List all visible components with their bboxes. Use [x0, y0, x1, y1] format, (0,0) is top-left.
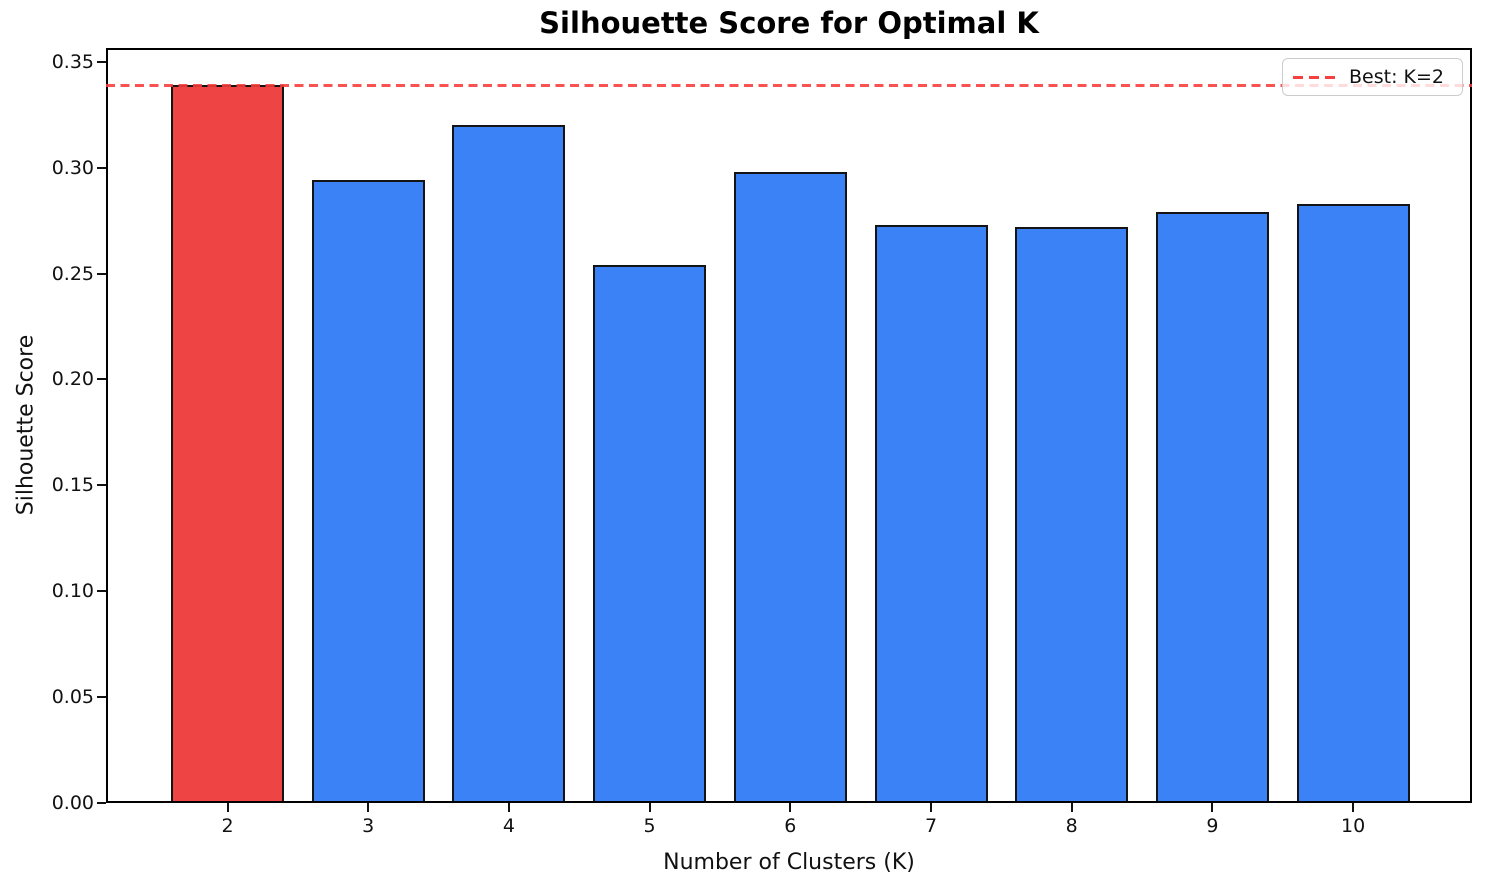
- y-tick-label: 0.10: [51, 580, 94, 603]
- bar-k7: [874, 224, 988, 803]
- bar-k3: [311, 180, 425, 803]
- x-tick-label: 5: [643, 815, 656, 837]
- x-tick-label: 8: [1065, 815, 1078, 837]
- y-tick-label: 0.15: [51, 474, 94, 497]
- chart-title: Silhouette Score for Optimal K: [539, 6, 1039, 40]
- bar-k9: [1155, 212, 1269, 803]
- x-tick-label: 7: [924, 815, 938, 837]
- bar-k4: [452, 125, 566, 803]
- y-tick: [97, 272, 106, 275]
- x-tick-label: 2: [221, 815, 234, 837]
- x-axis-label: Number of Clusters (K): [663, 850, 915, 875]
- legend: Best: K=2: [1282, 58, 1463, 96]
- x-tick: [1211, 803, 1214, 812]
- x-tick: [1352, 803, 1355, 812]
- y-tick: [97, 484, 106, 487]
- y-tick-label: 0.30: [51, 156, 94, 179]
- y-tick: [97, 166, 106, 169]
- y-tick: [97, 802, 106, 804]
- x-tick: [507, 803, 510, 812]
- x-tick-label: 6: [784, 815, 797, 837]
- x-tick-label: 3: [362, 815, 375, 837]
- legend-label: Best: K=2: [1349, 66, 1444, 88]
- y-tick-label: 0.25: [51, 262, 94, 285]
- x-tick: [789, 803, 792, 812]
- y-tick-label: 0.20: [51, 368, 94, 391]
- x-tick-label: 9: [1206, 815, 1219, 837]
- y-tick-label: 0.00: [51, 792, 94, 814]
- y-tick-label: 0.35: [51, 50, 94, 73]
- x-tick: [226, 803, 229, 812]
- y-tick: [97, 696, 106, 699]
- bar-k2: [171, 85, 284, 803]
- bar-k5: [593, 265, 707, 803]
- x-tick-label: 4: [502, 815, 515, 837]
- y-tick: [97, 60, 106, 63]
- y-tick: [97, 378, 106, 381]
- x-tick: [648, 803, 651, 812]
- best-score-reference-line: [106, 83, 1472, 87]
- x-tick-label: 10: [1341, 815, 1366, 837]
- y-tick: [97, 590, 106, 593]
- legend-dashed-line-sample: [1293, 75, 1339, 79]
- bar-k6: [733, 171, 847, 803]
- bar-k8: [1015, 226, 1129, 803]
- y-tick-label: 0.05: [51, 686, 94, 709]
- x-tick: [1070, 803, 1073, 812]
- x-tick: [367, 803, 370, 812]
- x-tick: [930, 803, 932, 812]
- bar-k10: [1296, 203, 1410, 803]
